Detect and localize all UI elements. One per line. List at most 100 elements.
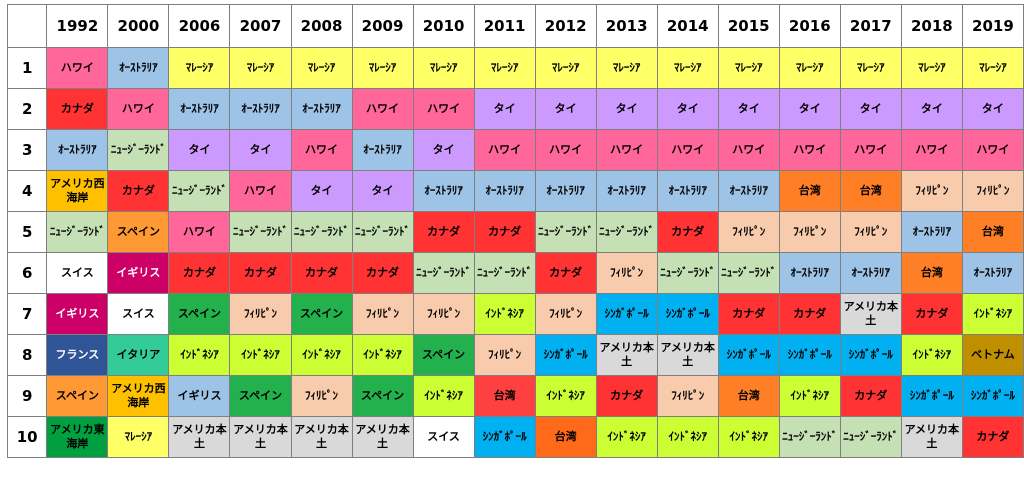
- rank-label: 1: [6, 47, 48, 89]
- destination-cell: ハワイ: [290, 129, 353, 171]
- destination-cell: カナダ: [839, 375, 902, 417]
- destination-cell: ﾆｭｰｼﾞｰﾗﾝﾄﾞ: [290, 211, 353, 253]
- rank-label: 3: [6, 129, 48, 171]
- destination-cell: カナダ: [534, 252, 597, 294]
- destination-cell: カナダ: [595, 375, 658, 417]
- destination-cell: ｲﾝﾄﾞﾈｼｱ: [534, 375, 597, 417]
- destination-cell: タイ: [656, 88, 719, 130]
- destination-cell: ﾏﾚｰｼｱ: [168, 47, 231, 89]
- destination-cell: ﾌｨﾘﾋﾟﾝ: [351, 293, 414, 335]
- destination-cell: ﾌｨﾘﾋﾟﾝ: [961, 170, 1024, 212]
- destination-cell: カナダ: [717, 293, 780, 335]
- destination-cell: 台湾: [717, 375, 780, 417]
- destination-cell: アメリカ本土: [290, 416, 353, 458]
- destination-cell: 台湾: [961, 211, 1024, 253]
- destination-cell: ｼﾝｶﾞﾎﾟｰﾙ: [778, 334, 841, 376]
- destination-cell: ｵｰｽﾄﾗﾘｱ: [351, 129, 414, 171]
- destination-cell: アメリカ東海岸: [46, 416, 109, 458]
- destination-cell: カナダ: [473, 211, 536, 253]
- destination-cell: スペイン: [229, 375, 292, 417]
- rank-row: 10 アメリカ東海岸 ﾏﾚｰｼｱ アメリカ本土 アメリカ本土 アメリカ本土 アメリカ本土 スイ…: [6, 416, 1024, 458]
- destination-cell: ｼﾝｶﾞﾎﾟｰﾙ: [473, 416, 536, 458]
- destination-cell: アメリカ本土: [656, 334, 719, 376]
- year-header: 2016: [778, 4, 841, 48]
- destination-cell: ﾌｨﾘﾋﾟﾝ: [412, 293, 475, 335]
- destination-cell: ｵｰｽﾄﾗﾘｱ: [778, 252, 841, 294]
- year-header: 2006: [168, 4, 231, 48]
- year-header: 2008: [290, 4, 353, 48]
- ranking-table: 1992 2000 2006 2007 2008 2009 2010 2011 2012 2013…: [6, 4, 1024, 458]
- destination-cell: ｵｰｽﾄﾗﾘｱ: [717, 170, 780, 212]
- destination-cell: ｲﾝﾄﾞﾈｼｱ: [778, 375, 841, 417]
- destination-cell: カナダ: [656, 211, 719, 253]
- destination-cell: タイ: [351, 170, 414, 212]
- destination-cell: カナダ: [107, 170, 170, 212]
- destination-cell: ハワイ: [961, 129, 1024, 171]
- year-header: 2017: [839, 4, 902, 48]
- destination-cell: イギリス: [46, 293, 109, 335]
- destination-cell: ｵｰｽﾄﾗﾘｱ: [900, 211, 963, 253]
- rank-row: 5 ﾆｭｰｼﾞｰﾗﾝﾄﾞ スペイン ハワイ ﾆｭｰｼﾞｰﾗﾝﾄﾞ ﾆｭｰｼﾞｰﾗﾝﾄﾞ ﾆｭ…: [6, 211, 1024, 253]
- year-header: 2007: [229, 4, 292, 48]
- destination-cell: ﾏﾚｰｼｱ: [229, 47, 292, 89]
- rank-row: 4 アメリカ西海岸 カナダ ﾆｭｰｼﾞｰﾗﾝﾄﾞ ハワイ タイ タイ ｵｰｽﾄﾗﾘｱ ｵｰｽﾄﾗ…: [6, 170, 1024, 212]
- destination-cell: カナダ: [290, 252, 353, 294]
- destination-cell: ﾌｨﾘﾋﾟﾝ: [717, 211, 780, 253]
- destination-cell: ﾏﾚｰｼｱ: [473, 47, 536, 89]
- destination-cell: ﾏﾚｰｼｱ: [595, 47, 658, 89]
- rank-label: 10: [6, 416, 48, 458]
- destination-cell: フランス: [46, 334, 109, 376]
- destination-cell: ﾆｭｰｼﾞｰﾗﾝﾄﾞ: [534, 211, 597, 253]
- destination-cell: タイ: [168, 129, 231, 171]
- year-header: 2011: [473, 4, 536, 48]
- rank-row: 9 スペイン アメリカ西海岸 イギリス スペイン ﾌｨﾘﾋﾟﾝ スペイン ｲﾝﾄﾞﾈｼｱ 台湾ｲ…: [6, 375, 1024, 417]
- rank-row: 1 ハワイ ｵｰｽﾄﾗﾘｱ ﾏﾚｰｼｱ ﾏﾚｰｼｱ ﾏﾚｰｼｱ ﾏﾚｰｼｱ ﾏﾚｰｼｱ ﾏﾚｰｼ…: [6, 47, 1024, 89]
- destination-cell: ｼﾝｶﾞﾎﾟｰﾙ: [900, 375, 963, 417]
- rank-row: 3 ｵｰｽﾄﾗﾘｱ ﾆｭｰｼﾞｰﾗﾝﾄﾞ タイ タイ ハワイ ｵｰｽﾄﾗﾘｱ タイ ハワイ ハワイ…: [6, 129, 1024, 171]
- destination-cell: スペイン: [46, 375, 109, 417]
- destination-cell: ｼﾝｶﾞﾎﾟｰﾙ: [656, 293, 719, 335]
- year-header: 2010: [412, 4, 475, 48]
- table-body: 1 ハワイ ｵｰｽﾄﾗﾘｱ ﾏﾚｰｼｱ ﾏﾚｰｼｱ ﾏﾚｰｼｱ ﾏﾚｰｼｱ ﾏﾚｰｼｱ ﾏﾚｰｼ…: [6, 47, 1024, 458]
- destination-cell: ハワイ: [900, 129, 963, 171]
- destination-cell: タイ: [778, 88, 841, 130]
- destination-cell: ﾆｭｰｼﾞｰﾗﾝﾄﾞ: [107, 129, 170, 171]
- destination-cell: イタリア: [107, 334, 170, 376]
- table-head: 1992 2000 2006 2007 2008 2009 2010 2011 2012 2013…: [6, 4, 1024, 48]
- year-header: 2014: [656, 4, 719, 48]
- destination-cell: アメリカ本土: [351, 416, 414, 458]
- destination-cell: ｲﾝﾄﾞﾈｼｱ: [290, 334, 353, 376]
- destination-cell: ｲﾝﾄﾞﾈｼｱ: [351, 334, 414, 376]
- destination-cell: カナダ: [351, 252, 414, 294]
- destination-cell: ﾏﾚｰｼｱ: [839, 47, 902, 89]
- rank-row: 7 イギリス スイス スペイン ﾌｨﾘﾋﾟﾝ スペイン ﾌｨﾘﾋﾟﾝ ﾌｨﾘﾋﾟﾝ ｲﾝﾄﾞﾈｼ…: [6, 293, 1024, 335]
- destination-cell: ハワイ: [717, 129, 780, 171]
- destination-cell: ｵｰｽﾄﾗﾘｱ: [290, 88, 353, 130]
- rank-row: 2 カナダ ハワイ ｵｰｽﾄﾗﾘｱ ｵｰｽﾄﾗﾘｱ ｵｰｽﾄﾗﾘｱ ハワイ ハワイ タイ タイ タイ…: [6, 88, 1024, 130]
- destination-cell: ｵｰｽﾄﾗﾘｱ: [595, 170, 658, 212]
- destination-cell: ﾆｭｰｼﾞｰﾗﾝﾄﾞ: [168, 170, 231, 212]
- destination-cell: タイ: [900, 88, 963, 130]
- destination-cell: スペイン: [290, 293, 353, 335]
- destination-cell: ｵｰｽﾄﾗﾘｱ: [961, 252, 1024, 294]
- destination-cell: スペイン: [351, 375, 414, 417]
- destination-cell: タイ: [412, 129, 475, 171]
- destination-cell: アメリカ本土: [900, 416, 963, 458]
- destination-cell: タイ: [473, 88, 536, 130]
- destination-cell: ﾆｭｰｼﾞｰﾗﾝﾄﾞ: [473, 252, 536, 294]
- rank-label: 4: [6, 170, 48, 212]
- destination-cell: ﾏﾚｰｼｱ: [778, 47, 841, 89]
- destination-cell: ｵｰｽﾄﾗﾘｱ: [168, 88, 231, 130]
- destination-cell: ｼﾝｶﾞﾎﾟｰﾙ: [717, 334, 780, 376]
- destination-cell: ﾆｭｰｼﾞｰﾗﾝﾄﾞ: [229, 211, 292, 253]
- destination-cell: ベトナム: [961, 334, 1024, 376]
- destination-cell: ﾏﾚｰｼｱ: [961, 47, 1024, 89]
- destination-cell: ハワイ: [107, 88, 170, 130]
- destination-cell: タイ: [534, 88, 597, 130]
- destination-cell: ｵｰｽﾄﾗﾘｱ: [534, 170, 597, 212]
- destination-cell: ﾌｨﾘﾋﾟﾝ: [900, 170, 963, 212]
- destination-cell: カナダ: [229, 252, 292, 294]
- destination-cell: ﾌｨﾘﾋﾟﾝ: [473, 334, 536, 376]
- destination-cell: カナダ: [168, 252, 231, 294]
- rank-row: 8 フランス イタリア ｲﾝﾄﾞﾈｼｱ ｲﾝﾄﾞﾈｼｱ ｲﾝﾄﾞﾈｼｱ ｲﾝﾄﾞﾈｼｱ スペイ…: [6, 334, 1024, 376]
